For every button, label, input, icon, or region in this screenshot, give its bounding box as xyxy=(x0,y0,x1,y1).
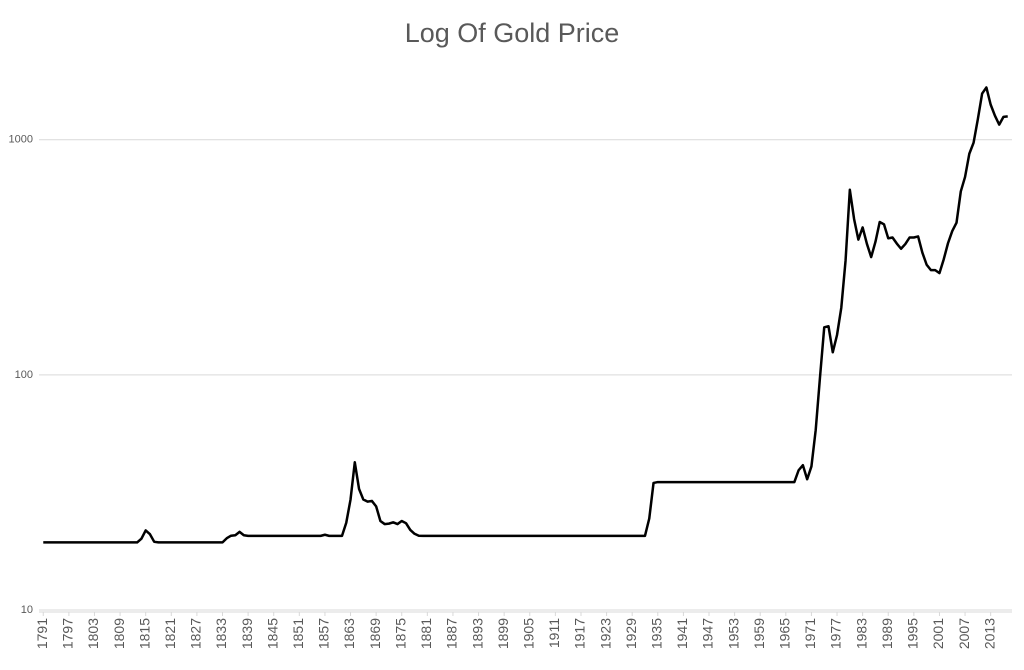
x-tick-label: 1977 xyxy=(828,618,844,649)
x-tick-label: 1899 xyxy=(495,618,511,649)
x-tick-label: 1929 xyxy=(623,618,639,649)
x-tick-label: 1821 xyxy=(162,618,178,649)
x-tick-label: 1791 xyxy=(34,618,50,649)
y-tick-label: 100 xyxy=(15,369,33,381)
x-tick-label: 1869 xyxy=(367,618,383,649)
x-tick-label: 1809 xyxy=(111,618,127,649)
x-tick-label: 1935 xyxy=(648,618,664,649)
x-tick-label: 1905 xyxy=(520,618,536,649)
x-tick-label: 1803 xyxy=(85,618,101,649)
x-tick-label: 1995 xyxy=(905,618,921,649)
price-line xyxy=(43,86,1008,544)
x-tick-label: 1827 xyxy=(188,618,204,649)
x-tick-label: 1881 xyxy=(418,618,434,649)
x-tick-label: 2007 xyxy=(956,618,972,649)
x-tick-label: 1863 xyxy=(341,618,357,649)
x-tick-label: 1845 xyxy=(264,618,280,649)
x-tick-label: 1851 xyxy=(290,618,306,649)
x-tick-label: 2013 xyxy=(981,618,997,649)
x-tick-label: 1833 xyxy=(213,618,229,649)
x-tick-label: 2001 xyxy=(930,618,946,649)
x-tick-label: 1797 xyxy=(60,618,76,649)
x-tick-label: 1893 xyxy=(469,618,485,649)
x-tick-label: 1857 xyxy=(316,618,332,649)
x-tick-label: 1875 xyxy=(392,618,408,649)
y-tick-label: 1000 xyxy=(9,134,33,146)
x-tick-label: 1941 xyxy=(674,618,690,649)
x-tick-label: 1965 xyxy=(777,618,793,649)
x-tick-label: 1953 xyxy=(725,618,741,649)
x-tick-label: 1923 xyxy=(597,618,613,649)
y-tick-label: 10 xyxy=(21,604,33,616)
x-tick-label: 1947 xyxy=(700,618,716,649)
x-tick-label: 1983 xyxy=(853,618,869,649)
x-tick-label: 1971 xyxy=(802,618,818,649)
x-tick-label: 1989 xyxy=(879,618,895,649)
x-tick-label: 1839 xyxy=(239,618,255,649)
x-tick-label: 1887 xyxy=(444,618,460,649)
chart-title: Log Of Gold Price xyxy=(405,18,620,48)
x-tick-label: 1815 xyxy=(136,618,152,649)
x-tick-label: 1917 xyxy=(572,618,588,649)
x-tick-label: 1911 xyxy=(546,618,562,648)
x-tick-label: 1959 xyxy=(751,618,767,649)
